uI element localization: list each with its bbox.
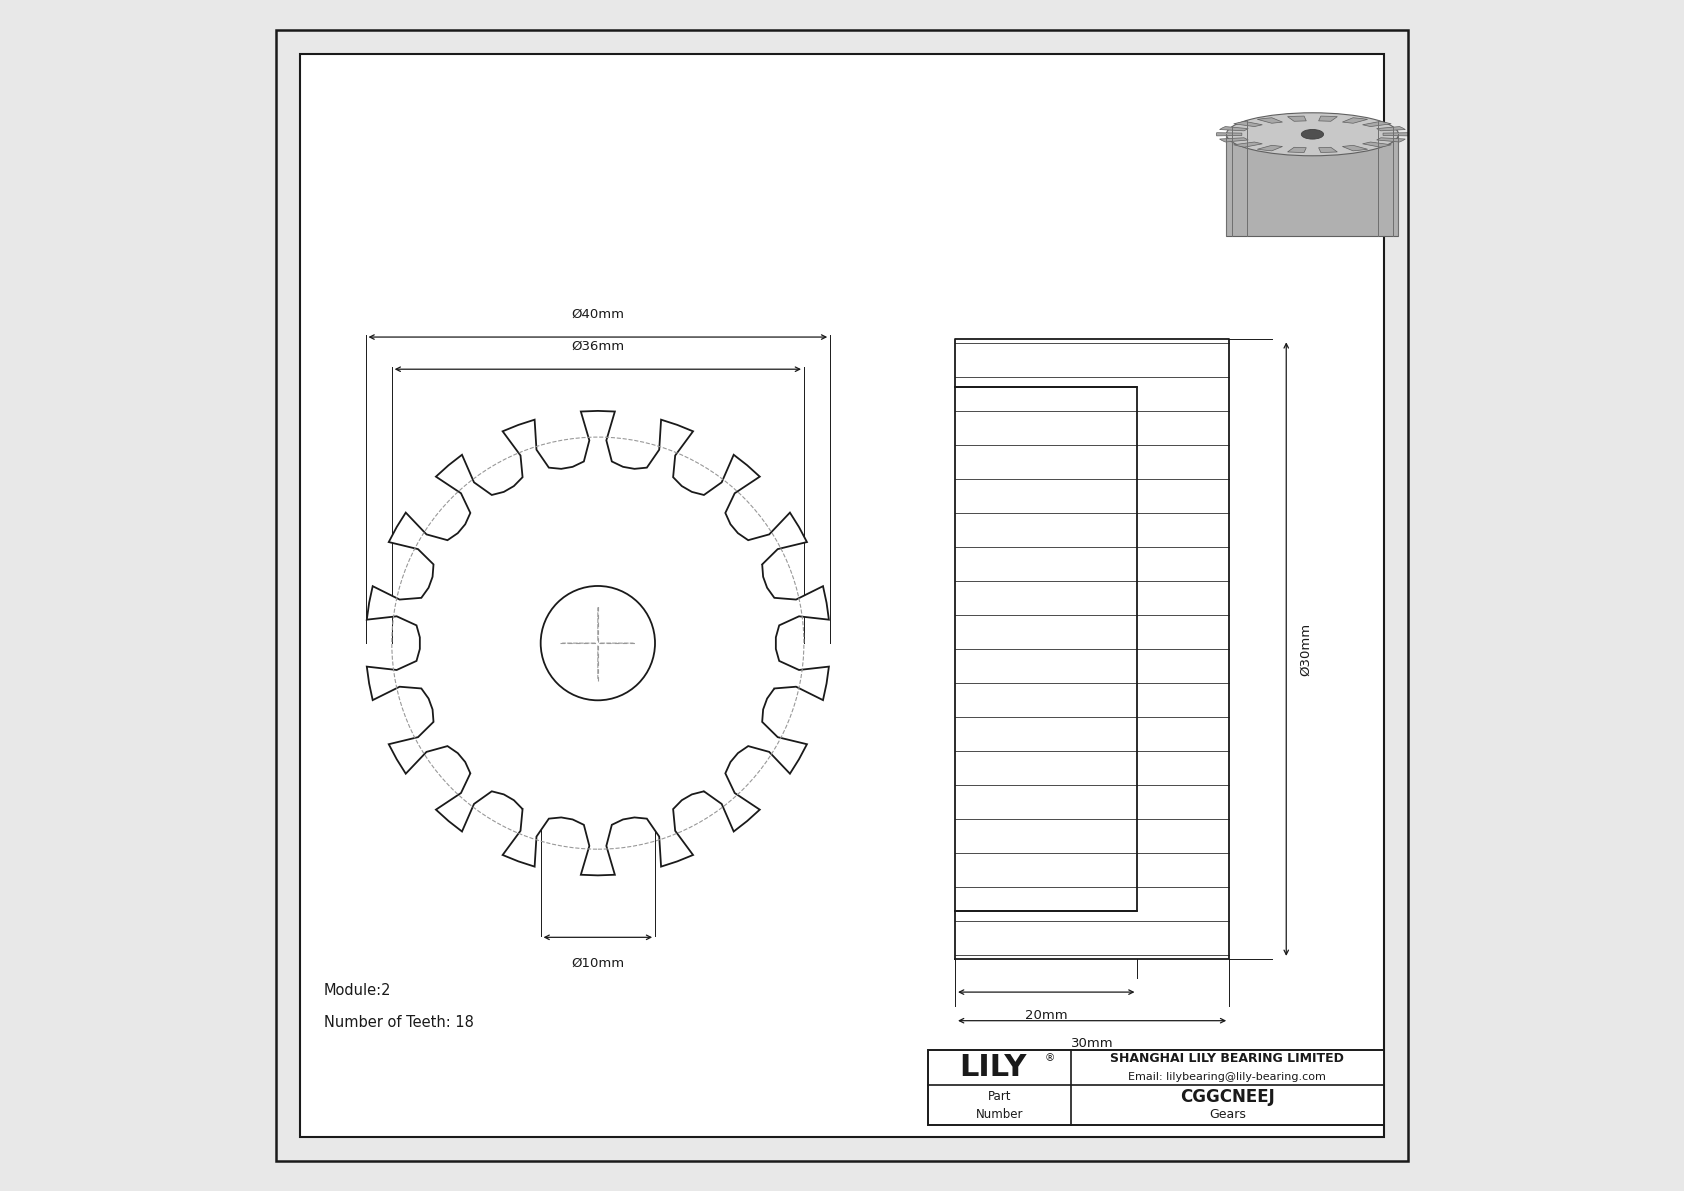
Text: 20mm: 20mm [1026, 1009, 1068, 1022]
Polygon shape [1378, 138, 1406, 142]
Bar [928, 1050, 1384, 1125]
Polygon shape [1342, 118, 1367, 123]
Text: CGGCNEEJ: CGGCNEEJ [1180, 1087, 1275, 1106]
Polygon shape [1362, 142, 1391, 148]
Text: ®: ® [1044, 1053, 1054, 1064]
Polygon shape [367, 411, 829, 875]
Text: Ø36mm: Ø36mm [571, 339, 625, 353]
Circle shape [541, 586, 655, 700]
Bar [955, 339, 1229, 959]
Polygon shape [1219, 126, 1248, 131]
Polygon shape [1362, 121, 1391, 126]
Polygon shape [1234, 121, 1263, 126]
Polygon shape [1219, 138, 1248, 142]
Text: Email: lilybearing@lily-bearing.com: Email: lilybearing@lily-bearing.com [1128, 1072, 1327, 1083]
Text: Ø30mm: Ø30mm [1298, 623, 1312, 675]
Text: Ø10mm: Ø10mm [571, 956, 625, 969]
Polygon shape [1288, 148, 1307, 152]
Polygon shape [1258, 118, 1283, 123]
Ellipse shape [1226, 113, 1398, 156]
Polygon shape [1288, 116, 1307, 121]
Text: Number of Teeth: 18: Number of Teeth: 18 [323, 1015, 473, 1030]
Text: 30mm: 30mm [1071, 1037, 1113, 1050]
Text: Gears: Gears [1209, 1109, 1246, 1121]
Polygon shape [1383, 132, 1408, 136]
Ellipse shape [1302, 130, 1324, 139]
Polygon shape [1216, 132, 1241, 136]
Polygon shape [1234, 142, 1263, 148]
Text: LILY: LILY [960, 1053, 1027, 1083]
Polygon shape [1319, 116, 1337, 121]
Polygon shape [1378, 126, 1406, 131]
Polygon shape [1342, 145, 1367, 151]
Bar [1226, 135, 1398, 236]
Polygon shape [1319, 148, 1337, 152]
Text: Ø40mm: Ø40mm [571, 307, 625, 320]
Polygon shape [1258, 145, 1283, 151]
Text: Module:2: Module:2 [323, 983, 391, 998]
Text: Part
Number: Part Number [975, 1090, 1022, 1121]
Text: SHANGHAI LILY BEARING LIMITED: SHANGHAI LILY BEARING LIMITED [1110, 1052, 1344, 1065]
